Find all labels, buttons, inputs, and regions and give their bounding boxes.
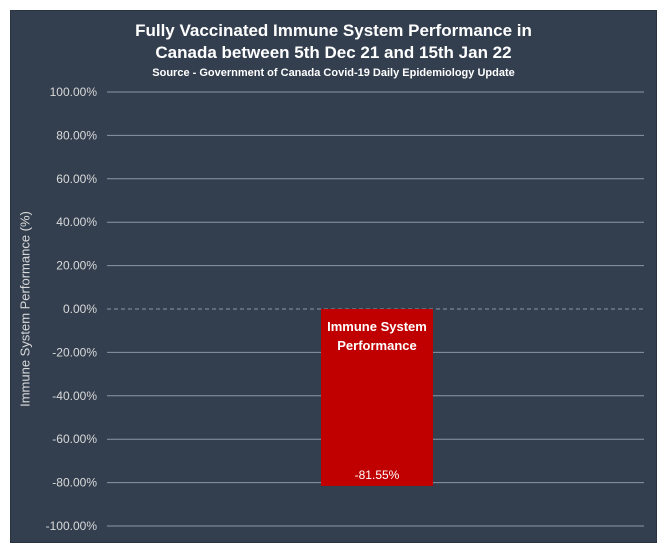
y-tick-label: -40.00% <box>52 389 97 403</box>
chart-title-line-2: Canada between 5th Dec 21 and 15th Jan 2… <box>155 43 512 62</box>
chart-frame: Fully Vaccinated Immune System Performan… <box>10 10 657 543</box>
y-tick-label: 0.00% <box>63 302 97 316</box>
plot-area: 100.00% 80.00% 60.00% 40.00% 20.00% 0.00% -20.… <box>46 85 644 533</box>
y-tick-label: -20.00% <box>52 345 97 359</box>
y-tick-label: 20.00% <box>56 259 97 273</box>
y-tick-label: -60.00% <box>52 432 97 446</box>
bar <box>321 309 433 486</box>
bar-category-label: Immune System <box>327 319 427 334</box>
y-tick-label: 100.00% <box>50 85 98 99</box>
bar-value-label: -81.55% <box>355 468 400 482</box>
y-tick-label: -100.00% <box>46 519 98 533</box>
y-tick-label: 40.00% <box>56 215 97 229</box>
bar-category-label: Performance <box>337 338 416 353</box>
y-tick-label: 60.00% <box>56 172 97 186</box>
chart-subtitle: Source - Government of Canada Covid-19 D… <box>152 67 515 79</box>
chart-title-line-1: Fully Vaccinated Immune System Performan… <box>135 21 532 40</box>
y-tick-label: 80.00% <box>56 128 97 142</box>
y-tick-label: -80.00% <box>52 476 97 490</box>
